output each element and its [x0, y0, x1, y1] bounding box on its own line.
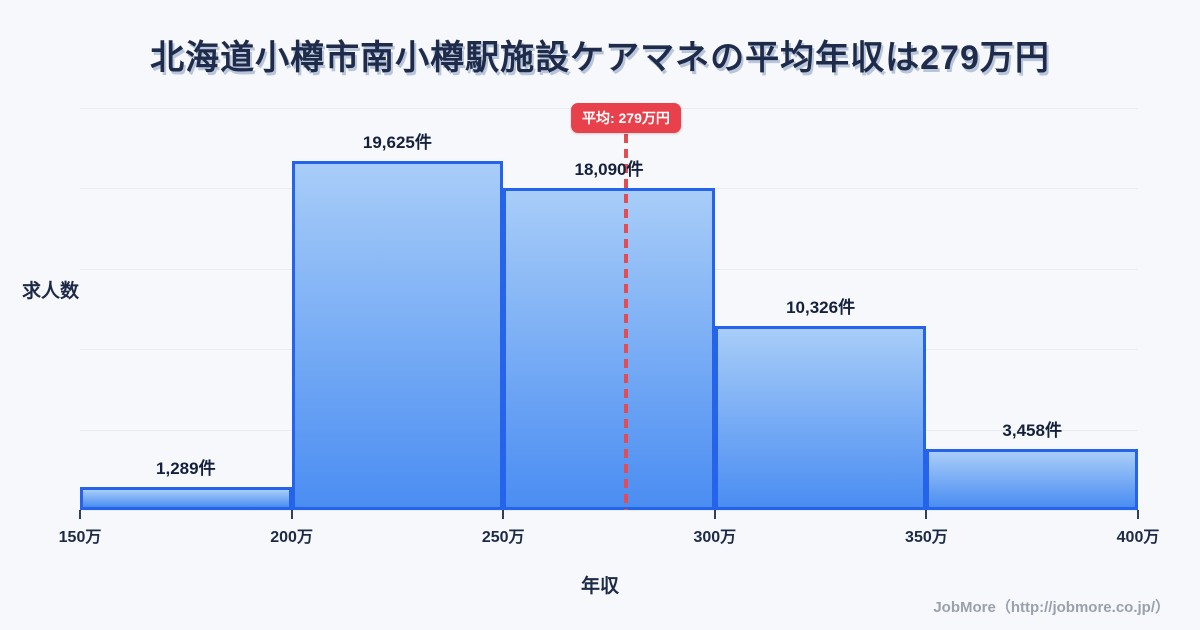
average-salary-badge: 平均: 279万円 — [570, 103, 681, 133]
histogram-bar — [80, 487, 292, 510]
x-axis-tick-mark — [925, 510, 928, 519]
x-axis-tick-label: 400万 — [1116, 529, 1160, 546]
x-axis-tick-label: 200万 — [270, 529, 313, 546]
bar-value-label: 10,326件 — [786, 298, 856, 318]
histogram-bar — [291, 160, 504, 510]
x-axis-tick-mark — [1137, 510, 1139, 519]
average-dashed-line — [623, 134, 628, 510]
bar-value-label: 19,625件 — [362, 132, 432, 152]
page-title: 北海道小樽市南小樽駅施設ケアマネの平均年収は279万円 — [150, 39, 1050, 77]
histogram-bar — [503, 188, 715, 510]
average-badge-label: 平均: 279万円 — [581, 110, 670, 126]
histogram-bar — [926, 448, 1138, 510]
x-axis-tick-label: 150万 — [58, 529, 102, 546]
x-axis-tick-mark — [79, 510, 81, 519]
bar-value-label: 1,289件 — [156, 459, 216, 479]
histogram-bar — [714, 326, 927, 510]
bar-value-label: 18,090件 — [574, 160, 644, 180]
x-axis-tick-mark — [713, 510, 716, 519]
x-axis-tick-mark — [502, 510, 505, 519]
x-axis-tick-label: 250万 — [481, 529, 525, 546]
gridline — [80, 510, 1138, 511]
x-axis-title: 年収 — [580, 576, 619, 597]
x-axis-tick-label: 350万 — [905, 529, 948, 546]
y-axis-title: 求人数 — [22, 281, 80, 302]
bar-value-label: 3,458件 — [1002, 420, 1062, 440]
x-axis-tick-label: 300万 — [693, 529, 737, 546]
histogram-plot-area: 平均: 279万円 1,289件 19,625件 18,090件 10,326件 3,4… — [59, 103, 1159, 546]
x-axis-tick-mark — [290, 510, 293, 519]
footer-credit: JobMore（http://jobmore.co.jp/） — [933, 599, 1170, 616]
